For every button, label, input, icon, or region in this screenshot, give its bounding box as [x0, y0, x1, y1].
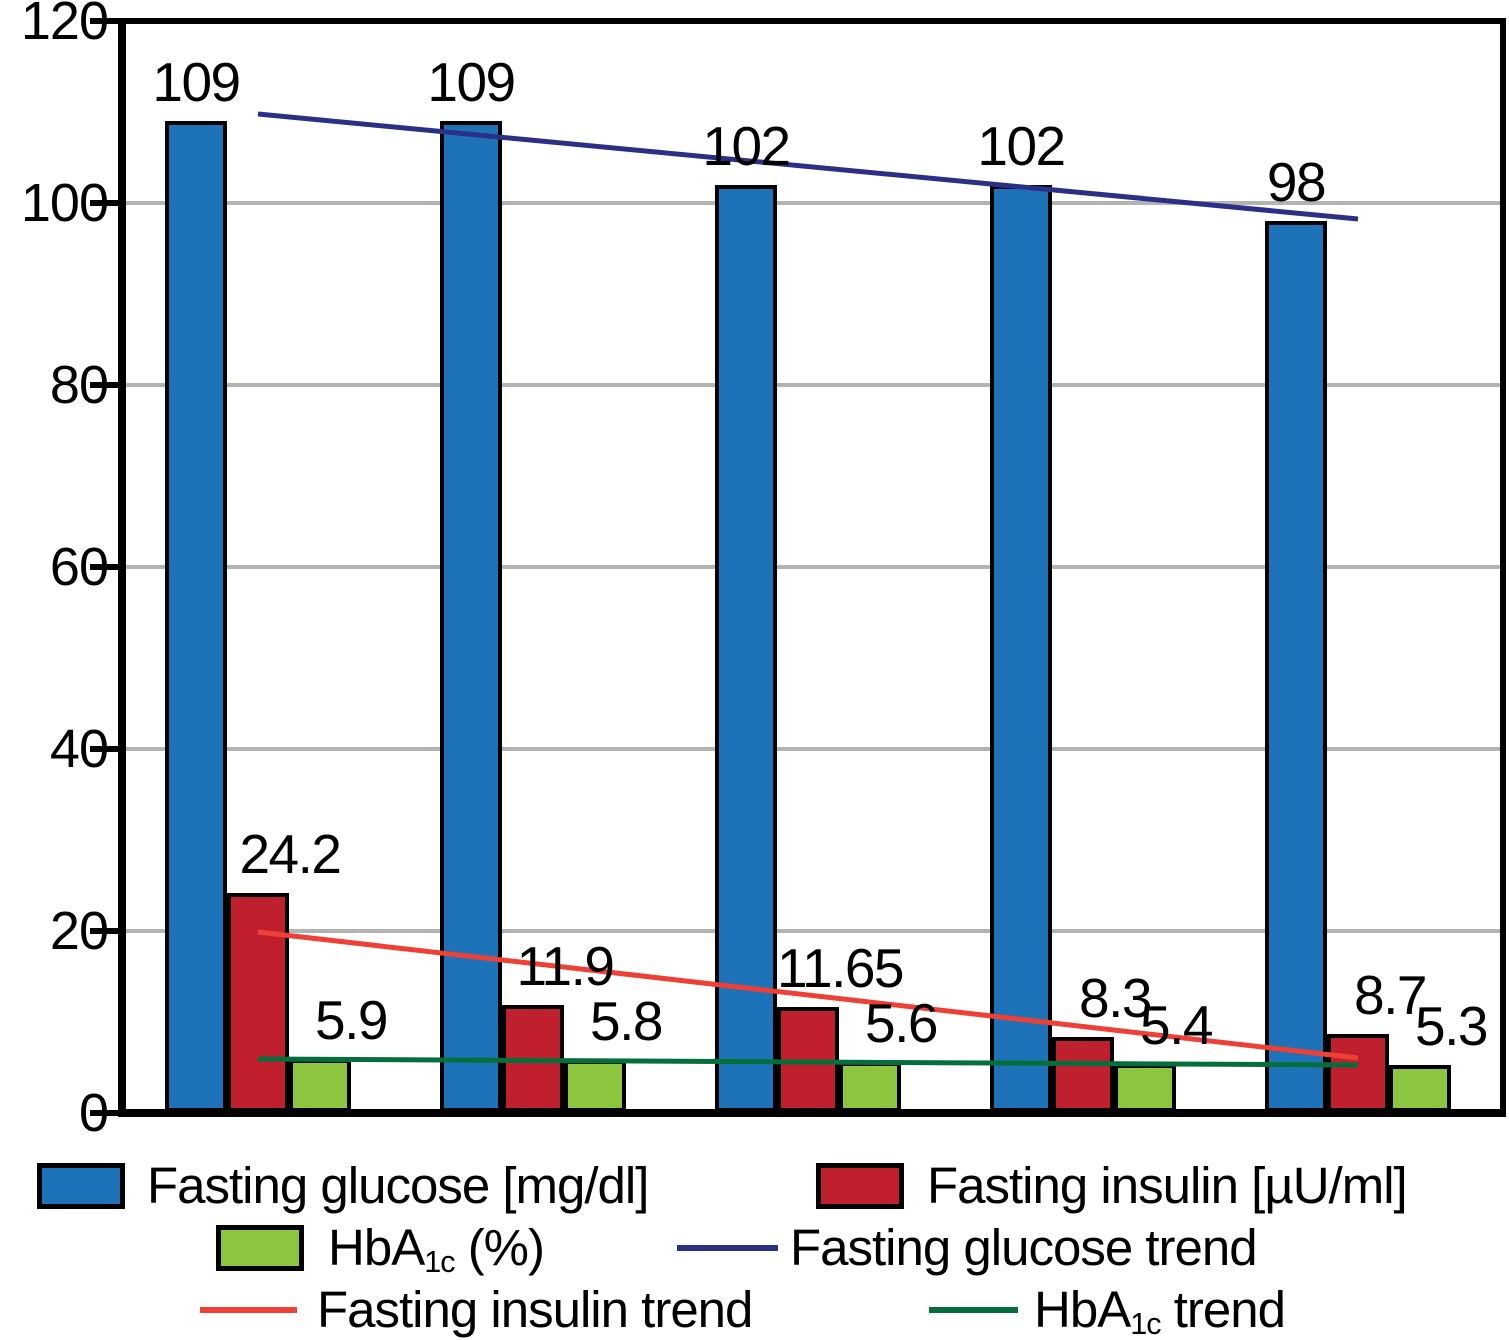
bar-fasting-glucose: [165, 121, 227, 1112]
gridline: [126, 747, 1500, 751]
value-label-fasting-glucose: 98: [1266, 151, 1327, 213]
legend-marker-fasting-insulin-trend: [200, 1307, 297, 1313]
gridline: [126, 565, 1500, 569]
value-label-hba1c: 5.9: [315, 989, 388, 1051]
value-label-fasting-insulin: 11.9: [516, 935, 615, 997]
value-label-fasting-insulin: 8.3: [1079, 967, 1152, 1029]
legend-label-fasting-insulin-trend: Fasting insulin trend: [317, 1281, 753, 1338]
value-label-fasting-insulin: 11.65: [776, 937, 905, 999]
value-label-hba1c: 5.6: [865, 992, 938, 1054]
y-axis-tick-label: 0: [78, 1083, 109, 1143]
gridline: [126, 383, 1500, 387]
legend-label-subscript: 1c: [1130, 1306, 1161, 1340]
value-label-fasting-glucose: 102: [702, 115, 791, 177]
legend-label-subscript: 1c: [424, 1244, 455, 1279]
value-label-fasting-insulin: 24.2: [239, 823, 342, 885]
bar-hba1c: [1114, 1064, 1176, 1112]
value-label-hba1c: 5.8: [590, 990, 663, 1052]
bar-hba1c: [1389, 1065, 1451, 1112]
value-label-hba1c: 5.3: [1415, 995, 1488, 1057]
legend-label-pre: HbA: [1034, 1281, 1131, 1338]
y-axis-tick-label: 80: [49, 355, 109, 415]
legend-label-fasting-insulin: Fasting insulin [µU/ml]: [927, 1157, 1408, 1214]
y-axis-tick-label: 40: [49, 719, 109, 779]
y-axis-tick: [90, 382, 118, 388]
value-label-hba1c: 5.4: [1140, 994, 1213, 1056]
legend-label-pre: HbA: [328, 1219, 425, 1276]
legend-label-post: trend: [1160, 1281, 1286, 1338]
y-axis-tick: [90, 564, 118, 570]
y-axis-tick: [90, 18, 118, 24]
plot-area: [118, 18, 1506, 1117]
value-label-fasting-glucose: 109: [427, 51, 516, 113]
legend-label-hba1c: HbA1c (%): [328, 1219, 545, 1279]
y-axis-tick-label: 20: [49, 901, 109, 961]
value-label-fasting-glucose: 109: [152, 51, 241, 113]
value-label-fasting-insulin: 8.7: [1354, 964, 1427, 1026]
legend-label-fasting-glucose: Fasting glucose [mg/dl]: [147, 1157, 649, 1214]
legend-marker-fasting-glucose: [37, 1163, 125, 1209]
bar-hba1c: [839, 1062, 901, 1112]
legend-label-post: (%): [454, 1219, 545, 1276]
legend-label-fasting-glucose-trend: Fasting glucose trend: [790, 1219, 1258, 1276]
y-axis-tick-label: 60: [49, 537, 109, 597]
bar-hba1c: [564, 1060, 626, 1112]
value-label-fasting-glucose: 102: [977, 115, 1066, 177]
y-axis-tick-label: 120: [20, 0, 109, 51]
legend-label-hba1c-trend: HbA1c trend: [1034, 1281, 1286, 1340]
legend-marker-fasting-insulin: [816, 1163, 904, 1209]
legend-marker-hba1c-trend: [929, 1307, 1018, 1313]
legend-marker-fasting-glucose-trend: [677, 1245, 778, 1251]
bar-hba1c: [289, 1059, 351, 1112]
y-axis-tick: [90, 746, 118, 752]
y-axis-tick: [90, 200, 118, 206]
y-axis-tick-label: 100: [20, 173, 109, 233]
legend-marker-hba1c: [216, 1225, 304, 1271]
y-axis-tick: [90, 1110, 118, 1116]
y-axis-tick: [90, 928, 118, 934]
